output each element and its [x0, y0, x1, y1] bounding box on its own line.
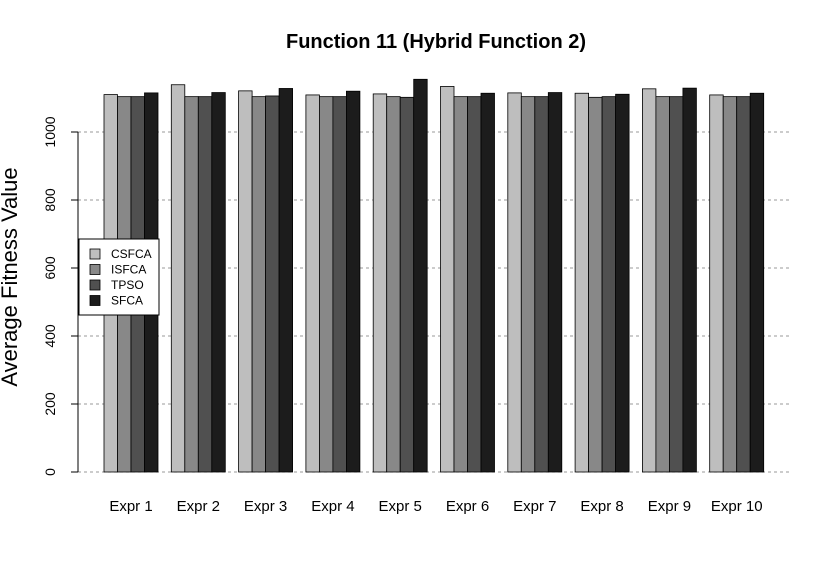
bar-tpso-6 [467, 96, 482, 473]
legend-swatch-tpso [89, 279, 101, 291]
bar-isfca-5 [386, 96, 401, 473]
bar-csfca-4 [305, 94, 320, 473]
x-category-label: Expr 7 [513, 498, 556, 515]
x-category-label: Expr 3 [244, 498, 287, 515]
y-tick-label: 400 [42, 324, 58, 348]
bar-sfca-5 [413, 78, 428, 473]
category-labels: Expr 1 Expr 2 Expr 3 Expr 4 Expr 5 Expr 6 Expr… [109, 498, 762, 515]
bar-isfca-8 [588, 96, 603, 473]
legend-label-tpso: TPSO [111, 278, 144, 292]
y-tick-label: 1000 [42, 116, 58, 147]
x-category-label: Expr 1 [109, 498, 152, 515]
bar-isfca-4 [318, 96, 334, 473]
bar-tpso-3 [265, 95, 280, 473]
bar-csfca-5 [372, 93, 388, 473]
legend-swatch-sfca [89, 295, 101, 306]
bars [103, 78, 765, 473]
bar-isfca-10 [722, 96, 738, 473]
bar-isfca-6 [453, 96, 468, 473]
bar-tpso-10 [736, 96, 751, 473]
chart-title: Function 11 (Hybrid Function 2) [286, 31, 586, 53]
bar-csfca-2 [170, 84, 186, 473]
legend-swatch-isfca [89, 264, 101, 275]
bar-sfca-6 [480, 92, 495, 473]
bar-sfca-9 [682, 87, 697, 473]
bar-sfca-10 [749, 92, 765, 473]
bar-sfca-4 [345, 90, 361, 473]
bar-sfca-8 [615, 93, 630, 473]
bar-csfca-7 [507, 92, 522, 473]
x-category-label: Expr 10 [711, 498, 763, 515]
bar-csfca-6 [440, 86, 455, 473]
x-category-label: Expr 4 [311, 498, 354, 515]
y-axis: 0 200 400 600 800 1000 [42, 116, 79, 476]
bar-sfca-7 [547, 92, 563, 473]
x-category-label: Expr 2 [177, 498, 220, 515]
legend-label-csfca: CSFCA [111, 247, 152, 261]
y-tick-label: 0 [42, 468, 58, 476]
y-tick-label: 600 [42, 256, 58, 280]
x-category-label: Expr 5 [379, 498, 422, 515]
y-tick-label: 800 [42, 188, 58, 212]
bar-csfca-9 [642, 88, 657, 473]
legend-label-sfca: SFCA [111, 294, 143, 308]
x-category-label: Expr 6 [446, 498, 489, 515]
bar-csfca-3 [238, 90, 253, 473]
y-axis-label: Average Fitness Value [0, 167, 22, 386]
legend-swatch-csfca [89, 248, 101, 260]
y-tick-label: 200 [42, 392, 58, 416]
bar-tpso-9 [669, 96, 684, 473]
x-category-label: Expr 8 [580, 498, 623, 515]
bar-isfca-9 [655, 96, 670, 473]
bar-isfca-7 [520, 96, 536, 473]
bar-isfca-3 [251, 96, 267, 473]
bar-tpso-4 [332, 96, 347, 473]
bar-tpso-5 [399, 96, 415, 473]
legend-label-isfca: ISFCA [111, 263, 146, 277]
x-category-label: Expr 9 [648, 498, 691, 515]
bar-isfca-2 [184, 96, 199, 473]
bar-csfca-8 [574, 92, 589, 473]
bar-tpso-8 [601, 96, 616, 473]
bar-csfca-10 [709, 94, 724, 473]
bar-tpso-2 [197, 96, 213, 473]
bar-sfca-3 [278, 88, 294, 473]
bar-tpso-7 [534, 96, 549, 473]
bar-sfca-2 [211, 92, 226, 473]
